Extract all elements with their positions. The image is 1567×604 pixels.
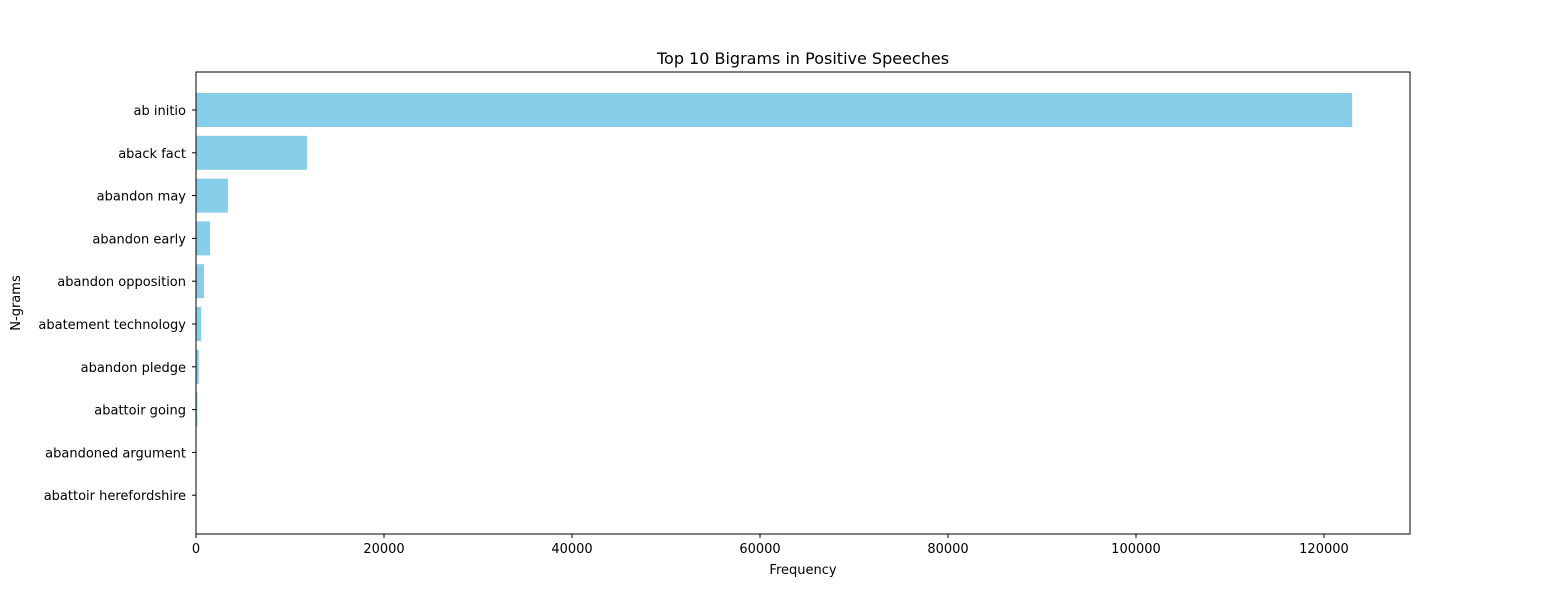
x-tick-label: 0 [192, 542, 200, 557]
bar [196, 179, 228, 213]
x-tick-label: 20000 [363, 542, 404, 557]
bar [196, 221, 210, 255]
bar [196, 307, 201, 341]
bar [196, 264, 204, 298]
x-tick-label: 80000 [927, 542, 968, 557]
y-tick-label: aback fact [118, 147, 186, 162]
y-tick-label: abandon may [97, 190, 187, 205]
bars-group [196, 93, 1352, 512]
x-tick-label: 120000 [1299, 542, 1349, 557]
y-tick-label: abandoned argument [45, 446, 186, 461]
y-tick-label: abandon opposition [57, 275, 186, 290]
y-tick-label: abattoir herefordshire [44, 489, 186, 504]
x-axis-ticks: 0 20000 40000 60000 80000 100000 120000 [192, 534, 1349, 557]
x-tick-label: 40000 [551, 542, 592, 557]
y-tick-label: abandon early [92, 232, 186, 247]
y-tick-label: abattoir going [94, 404, 186, 419]
x-axis-label: Frequency [769, 563, 836, 578]
x-tick-label: 60000 [739, 542, 780, 557]
y-tick-label: abandon pledge [81, 361, 186, 376]
chart-title: Top 10 Bigrams in Positive Speeches [656, 49, 949, 68]
y-axis-ticks: ab initio aback fact abandon may abandon ea… [38, 104, 196, 504]
x-tick-label: 100000 [1111, 542, 1161, 557]
y-tick-label: abatement technology [38, 318, 186, 333]
y-axis-label: N-grams [9, 275, 24, 331]
bar [196, 136, 307, 170]
plot-area-frame [196, 72, 1410, 534]
bar [196, 93, 1352, 127]
y-tick-label: ab initio [134, 104, 187, 119]
